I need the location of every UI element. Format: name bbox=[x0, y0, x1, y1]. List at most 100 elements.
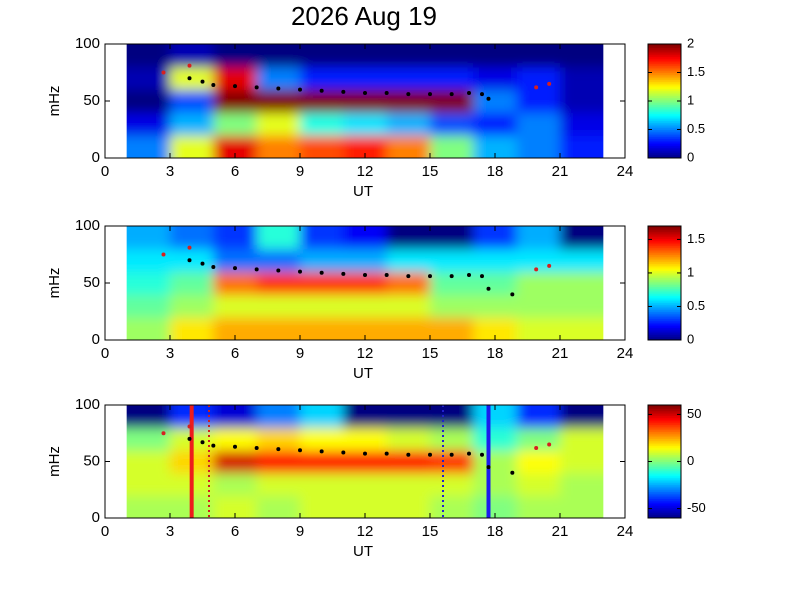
colorbar-step bbox=[648, 442, 681, 445]
colorbar-step bbox=[648, 315, 681, 318]
colorbar-step bbox=[648, 449, 681, 452]
heatmap-cell bbox=[126, 450, 171, 474]
colorbar-step bbox=[648, 117, 681, 120]
colorbar-step bbox=[648, 323, 681, 327]
colorbar-step bbox=[648, 247, 681, 250]
colorbar-step bbox=[648, 240, 681, 243]
colorbar-step bbox=[648, 284, 681, 288]
figure-title: 2026 Aug 19 bbox=[291, 1, 437, 31]
x-tick-label: 12 bbox=[357, 345, 374, 362]
colorbar-step bbox=[648, 258, 681, 261]
trace-point bbox=[161, 252, 166, 257]
heatmap-cell bbox=[300, 226, 344, 250]
heatmap-cell bbox=[560, 112, 604, 136]
colorbar-step bbox=[648, 279, 681, 282]
colorbar-step bbox=[648, 291, 681, 295]
heatmap-cell bbox=[213, 405, 258, 429]
x-axis-label: UT bbox=[353, 543, 373, 560]
heatmap-cell bbox=[343, 226, 388, 250]
heatmap-cell bbox=[213, 317, 258, 340]
colorbar-tick-label: 0 bbox=[687, 453, 694, 468]
colorbar-step bbox=[648, 249, 681, 252]
heatmap-cell bbox=[343, 112, 388, 136]
heatmap-cell bbox=[343, 294, 388, 318]
trace-point bbox=[363, 451, 367, 456]
colorbar-step bbox=[648, 327, 681, 330]
heatmap-cell bbox=[343, 248, 388, 273]
colorbar-step bbox=[648, 270, 681, 273]
colorbar-step bbox=[648, 113, 681, 116]
heatmap-cell bbox=[386, 89, 431, 113]
heatmap-cell bbox=[343, 405, 388, 429]
colorbar-step bbox=[648, 129, 681, 132]
colorbar-step bbox=[648, 491, 681, 494]
y-tick-label: 50 bbox=[83, 274, 100, 291]
trace-point bbox=[187, 63, 192, 68]
colorbar-step bbox=[648, 76, 681, 79]
colorbar-step bbox=[648, 466, 681, 470]
trace-point bbox=[187, 245, 192, 250]
colorbar-step bbox=[648, 266, 681, 270]
trace-point bbox=[534, 267, 539, 272]
heatmap-cell bbox=[430, 450, 474, 474]
heatmap-cell bbox=[126, 248, 171, 273]
heatmap-cell bbox=[300, 450, 344, 474]
trace-point bbox=[384, 91, 389, 96]
heatmap-cell bbox=[256, 427, 301, 451]
colorbar-step bbox=[648, 97, 681, 100]
x-tick-label: 18 bbox=[487, 345, 504, 362]
heatmap-cell bbox=[386, 472, 431, 496]
colorbar-step bbox=[648, 93, 681, 97]
x-tick-label: 6 bbox=[231, 523, 239, 540]
colorbar-step bbox=[648, 281, 681, 284]
colorbar-step bbox=[648, 72, 681, 75]
heatmap-cell bbox=[516, 294, 561, 318]
heatmap-cell bbox=[560, 294, 604, 318]
colorbar-step bbox=[648, 406, 681, 410]
heatmap-cell bbox=[343, 89, 388, 113]
heatmap-cell bbox=[126, 405, 171, 429]
heatmap-cell bbox=[213, 450, 258, 474]
trace-point bbox=[319, 270, 324, 275]
colorbar-step bbox=[648, 496, 681, 500]
heatmap-cell bbox=[343, 472, 388, 496]
colorbar-step bbox=[648, 325, 681, 329]
colorbar-step bbox=[648, 156, 681, 159]
heatmap-cell bbox=[473, 405, 518, 429]
colorbar-step bbox=[648, 68, 681, 72]
trace-point bbox=[406, 92, 411, 97]
trace-point bbox=[276, 268, 281, 273]
heatmap-cell bbox=[386, 405, 431, 429]
x-tick-label: 15 bbox=[422, 163, 439, 180]
x-tick-label: 15 bbox=[422, 345, 439, 362]
colorbar-step bbox=[648, 136, 681, 139]
colorbar-step bbox=[648, 79, 681, 82]
colorbar-step bbox=[648, 505, 681, 508]
trace-point bbox=[449, 274, 454, 279]
colorbar-step bbox=[648, 473, 681, 477]
colorbar-step bbox=[648, 452, 681, 455]
y-tick-label: 0 bbox=[92, 149, 100, 166]
heatmap-cell bbox=[516, 226, 561, 250]
colorbar-step bbox=[648, 475, 681, 478]
colorbar-step bbox=[648, 226, 681, 229]
heatmap-cell bbox=[473, 450, 518, 474]
heatmap-cell bbox=[516, 248, 561, 273]
heatmap-cell bbox=[430, 89, 474, 113]
colorbar-step bbox=[648, 443, 681, 447]
x-tick-label: 15 bbox=[422, 523, 439, 540]
heatmap-cell bbox=[430, 427, 474, 451]
heatmap-cell bbox=[560, 271, 604, 295]
colorbar-tick-label: 0.5 bbox=[687, 298, 705, 313]
trace-point bbox=[363, 91, 367, 96]
heatmap-cell bbox=[386, 427, 431, 451]
heatmap-cell bbox=[300, 405, 344, 429]
colorbar-step bbox=[648, 138, 681, 141]
heatmap-cell bbox=[516, 112, 561, 136]
colorbar-step bbox=[648, 120, 681, 123]
heatmap-cell bbox=[300, 317, 344, 340]
trace-point bbox=[547, 263, 552, 268]
x-tick-label: 24 bbox=[617, 345, 634, 362]
heatmap-cell bbox=[300, 248, 344, 273]
